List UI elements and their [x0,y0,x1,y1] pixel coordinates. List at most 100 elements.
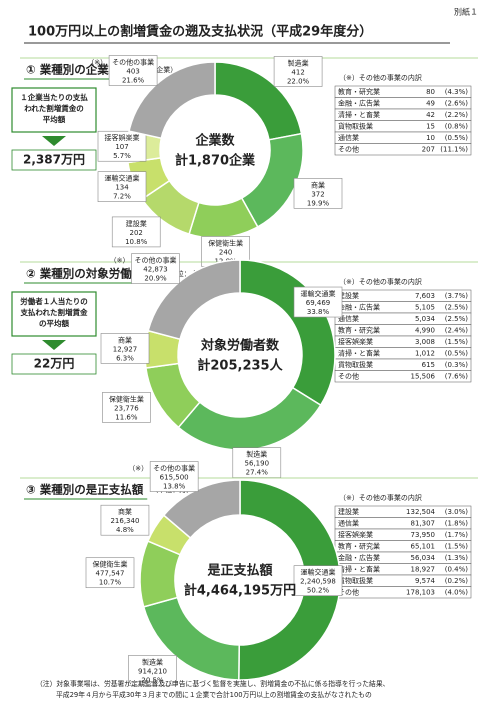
row-value: 132,504 [406,508,435,516]
row-value: 81,307 [411,519,436,527]
row-name: その他 [338,144,359,153]
note: （注）対象事業場は、労基署が定期監督及び申告に基づく監督を実施し、割増賃金の不払… [36,679,389,688]
avg-caption: １企業当たりの支払 [20,92,88,102]
row-percent: (2.2%) [445,111,469,119]
label-box [102,392,151,423]
row-name: 教育・研究業 [338,541,380,550]
donut-segment [239,259,336,407]
segment-name: 建設業 [126,219,147,228]
segment-name: 運輸交通業 [301,289,336,298]
section-heading: ② 業種別の対象労働者数 [26,267,155,281]
center-title: 企業数 [194,133,235,149]
segment-percent: 21.6% [122,76,145,84]
segment-percent: 11.6% [115,413,138,421]
row-value: 80 [426,88,435,96]
row-value: 5,105 [415,303,435,311]
row-name: 貨物取扱業 [338,360,373,369]
row-percent: (3.7%) [445,292,469,300]
label-box [100,333,150,364]
segment-value: 12,927 [113,345,138,353]
row-percent: (1.3%) [445,554,469,562]
center-title: 是正支払額 [206,563,272,579]
row-percent: (2.5%) [445,315,469,323]
row-value: 1,012 [415,349,435,357]
row-percent: (0.3%) [445,361,469,369]
donut-segment [162,479,241,539]
row-name: その他 [338,371,359,380]
center-total: 計1,870企業 [175,153,256,169]
segment-value: 134 [115,184,129,192]
segment-name: 接客娯楽業 [105,133,140,142]
segment-value: 914,210 [138,667,167,675]
row-percent: (2.6%) [445,99,469,107]
segment-percent: 6.3% [116,354,134,362]
row-percent: (7.6%) [445,372,469,380]
label-box [293,565,343,596]
row-value: 10 [426,134,435,142]
row-value: 56,034 [411,554,436,562]
label-box [85,557,135,589]
breakdown-title: （※）その他の事業の内訳 [339,73,422,82]
row-name: 通信業 [338,133,359,142]
row-percent: (1.8%) [445,519,469,527]
row-percent: (1.5%) [445,542,469,550]
row-value: 65,101 [411,542,436,550]
segment-value: 412 [291,68,304,76]
row-value: 178,103 [406,588,435,596]
segment-value: 615,500 [160,474,189,482]
avg-arrow [42,136,66,146]
breakdown-title: （※）その他の事業の内訳 [339,493,422,502]
row-value: 49 [426,99,435,107]
segment-name: 保健衛生業 [93,560,128,569]
row-value: 73,950 [411,531,436,539]
label-box [111,216,161,248]
label-box [232,447,282,478]
row-percent: (3.0%) [445,508,469,516]
donut-segment [128,61,216,140]
note: 平成29年４月から平成30年３月までの間に１企業で合計100万円以上の割増賃金の… [56,690,372,699]
row-name: 建設業 [338,291,359,300]
row-name: 通信業 [338,518,359,527]
row-name: その他 [338,587,359,596]
doc-title: 100万円以上の割増賃金の遡及支払状況（平成29年度分） [28,24,372,40]
center-total: 計4,464,195万円 [184,583,296,599]
segment-percent: 20.9% [144,275,167,283]
row-percent: (0.5%) [445,349,469,357]
label-box [97,171,147,202]
segment-percent: 5.7% [113,152,131,160]
row-percent: (4.3%) [445,88,469,96]
row-value: 5,034 [415,315,436,323]
row-value: 15,506 [411,372,436,380]
segment-value: 477,547 [96,570,125,578]
avg-box [11,87,97,133]
row-value: 18,927 [411,565,436,573]
segment-percent: 10.8% [125,238,148,246]
label-box [108,55,158,86]
segment-value: 2,240,598 [300,578,336,586]
row-value: 615 [422,361,435,369]
table-row [334,370,472,383]
row-value: 7,603 [415,292,435,300]
row-percent: (0.4%) [445,565,469,573]
segment-name: 運輸交通業 [301,568,336,577]
row-value: 9,574 [415,577,436,585]
label-box [293,178,343,209]
row-percent: (0.5%) [445,134,469,142]
row-name: 清掃・と畜業 [338,110,380,119]
segment-value: 107 [115,143,128,151]
label-box [97,130,147,162]
avg-caption: 支払われた割増賃金 [19,307,88,317]
section-heading: ③ 業種別の是正支払額 [26,483,144,497]
segment-value: 23,776 [114,404,139,412]
row-percent: (1.7%) [445,531,469,539]
label-box [273,56,323,87]
row-name: 清掃・と畜業 [338,564,380,573]
segment-name: 製造業 [288,58,309,67]
avg-caption: われた割増賃金の [24,103,84,113]
section-unit: （単位：人） [163,269,205,278]
other-marker: （※） [87,58,107,66]
row-value: 42 [426,111,435,119]
row-percent: (4.0%) [445,588,469,596]
segment-value: 372 [311,190,324,198]
row-name: 通信業 [338,314,359,323]
